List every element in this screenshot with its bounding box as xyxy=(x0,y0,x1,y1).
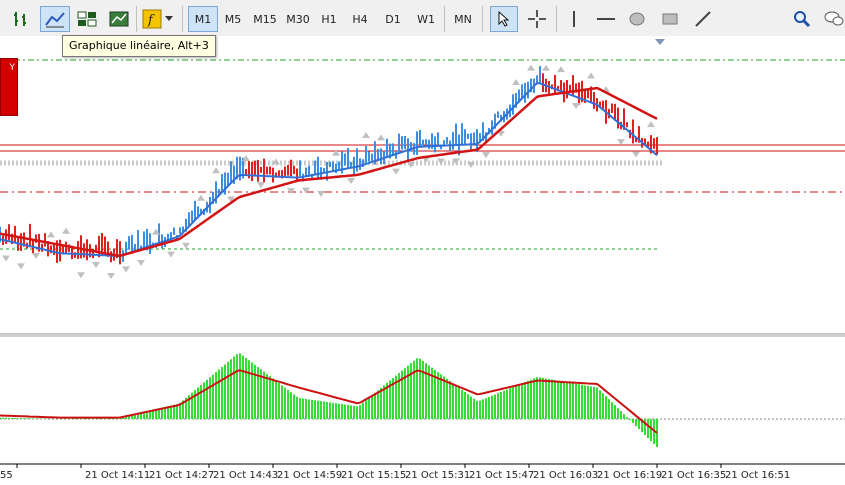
time-axis-label: 21 Oct 14:43 xyxy=(213,470,278,481)
tf-m1[interactable]: M1 xyxy=(188,6,218,32)
fractal-marker xyxy=(317,190,325,197)
fractal-marker xyxy=(287,188,295,195)
time-axis-label: 21 Oct 15:31 xyxy=(405,470,470,481)
one-click-buy-button[interactable]: Y xyxy=(0,58,18,116)
fractal-marker xyxy=(47,231,55,238)
fractal-marker xyxy=(527,64,535,71)
fractal-marker xyxy=(647,121,655,128)
tf-h4[interactable]: H4 xyxy=(352,12,368,26)
tf-d1[interactable]: D1 xyxy=(385,12,401,26)
fractal-marker xyxy=(587,72,595,79)
fractal-marker xyxy=(377,134,385,141)
tf-m30[interactable]: M30 xyxy=(286,12,310,26)
fractal-marker xyxy=(17,263,25,270)
ellipse-icon[interactable] xyxy=(624,6,650,32)
rectangle-icon[interactable] xyxy=(657,6,683,32)
fractal-marker xyxy=(467,162,475,169)
oscillator-signal-line xyxy=(0,369,658,434)
fractal-marker xyxy=(347,177,355,184)
candlestick-icon[interactable] xyxy=(74,6,100,32)
fractal-marker xyxy=(107,273,115,280)
time-axis-label: 21 Oct 16:19 xyxy=(597,470,662,481)
search-icon[interactable] xyxy=(790,6,814,32)
fractal-marker xyxy=(452,158,460,165)
fractal-marker xyxy=(542,64,550,71)
indicator-icon[interactable]: f xyxy=(141,6,163,32)
fractal-marker xyxy=(272,158,280,165)
fractal-marker xyxy=(242,155,250,162)
tf-mn[interactable]: MN xyxy=(454,12,472,26)
fractal-marker xyxy=(62,227,70,234)
buy-button-label: Y xyxy=(9,63,16,73)
horizontal-line-icon[interactable] xyxy=(593,6,619,32)
fractal-marker xyxy=(227,196,235,203)
time-axis-label: 21 Oct 15:15 xyxy=(341,470,406,481)
chevron-down-icon[interactable] xyxy=(163,6,175,32)
fractal-marker xyxy=(2,255,10,262)
fractal-marker xyxy=(302,187,310,194)
line-chart-icon[interactable] xyxy=(40,6,70,32)
fractal-marker xyxy=(407,162,415,169)
fractal-marker xyxy=(632,151,640,158)
fractal-marker xyxy=(512,79,520,86)
chart-toolbar: f M1 M5 M15 M30 H1 H4 D1 W1 MN xyxy=(0,0,845,37)
svg-text:f: f xyxy=(147,13,155,28)
trendline-icon[interactable] xyxy=(690,6,716,32)
time-axis-label: 21 Oct 14:59 xyxy=(277,470,342,481)
fractal-marker xyxy=(437,158,445,165)
time-axis-label: 21 Oct 14:11 xyxy=(85,470,150,481)
fractal-marker xyxy=(122,266,130,273)
fractal-marker xyxy=(617,139,625,146)
template-icon[interactable] xyxy=(106,6,132,32)
fractal-marker xyxy=(362,131,370,138)
crosshair-icon[interactable] xyxy=(524,6,550,32)
fractal-marker xyxy=(137,260,145,267)
time-axis-label: 21 Oct 14:27 xyxy=(149,470,214,481)
time-axis-label: 21 Oct 16:03 xyxy=(533,470,598,481)
fractal-marker xyxy=(167,251,175,258)
fractal-marker xyxy=(182,242,190,249)
time-axis-label: 21 Oct 16:51 xyxy=(725,470,790,481)
chart-shift-marker[interactable] xyxy=(655,39,665,45)
time-axis-label: 55 xyxy=(0,470,13,481)
time-axis-label: 21 Oct 15:47 xyxy=(469,470,534,481)
fractal-marker xyxy=(557,66,565,73)
fractal-marker xyxy=(257,182,265,189)
time-axis-label: 21 Oct 16:35 xyxy=(661,470,726,481)
fractal-marker xyxy=(197,194,205,201)
cursor-icon[interactable] xyxy=(490,6,518,32)
fractal-marker xyxy=(152,228,160,235)
tf-m5[interactable]: M5 xyxy=(224,12,242,26)
tf-h1[interactable]: H1 xyxy=(321,12,337,26)
fast-moving-average-line xyxy=(0,81,658,257)
fractal-marker xyxy=(77,272,85,279)
fractal-marker xyxy=(212,167,220,174)
tf-w1[interactable]: W1 xyxy=(417,12,435,26)
fractal-marker xyxy=(392,168,400,175)
vertical-line-icon[interactable] xyxy=(563,6,585,32)
bar-chart-icon[interactable] xyxy=(8,6,34,32)
fractal-marker xyxy=(32,253,40,260)
chat-icon[interactable] xyxy=(822,6,845,32)
tooltip: Graphique linéaire, Alt+3 xyxy=(62,35,216,57)
fractal-marker xyxy=(332,149,340,156)
fractal-marker xyxy=(572,102,580,109)
fractal-marker xyxy=(92,261,100,268)
fractal-marker xyxy=(482,152,490,159)
tf-m15[interactable]: M15 xyxy=(253,12,277,26)
slow-moving-average-line xyxy=(0,86,658,258)
fractal-marker xyxy=(497,130,505,137)
